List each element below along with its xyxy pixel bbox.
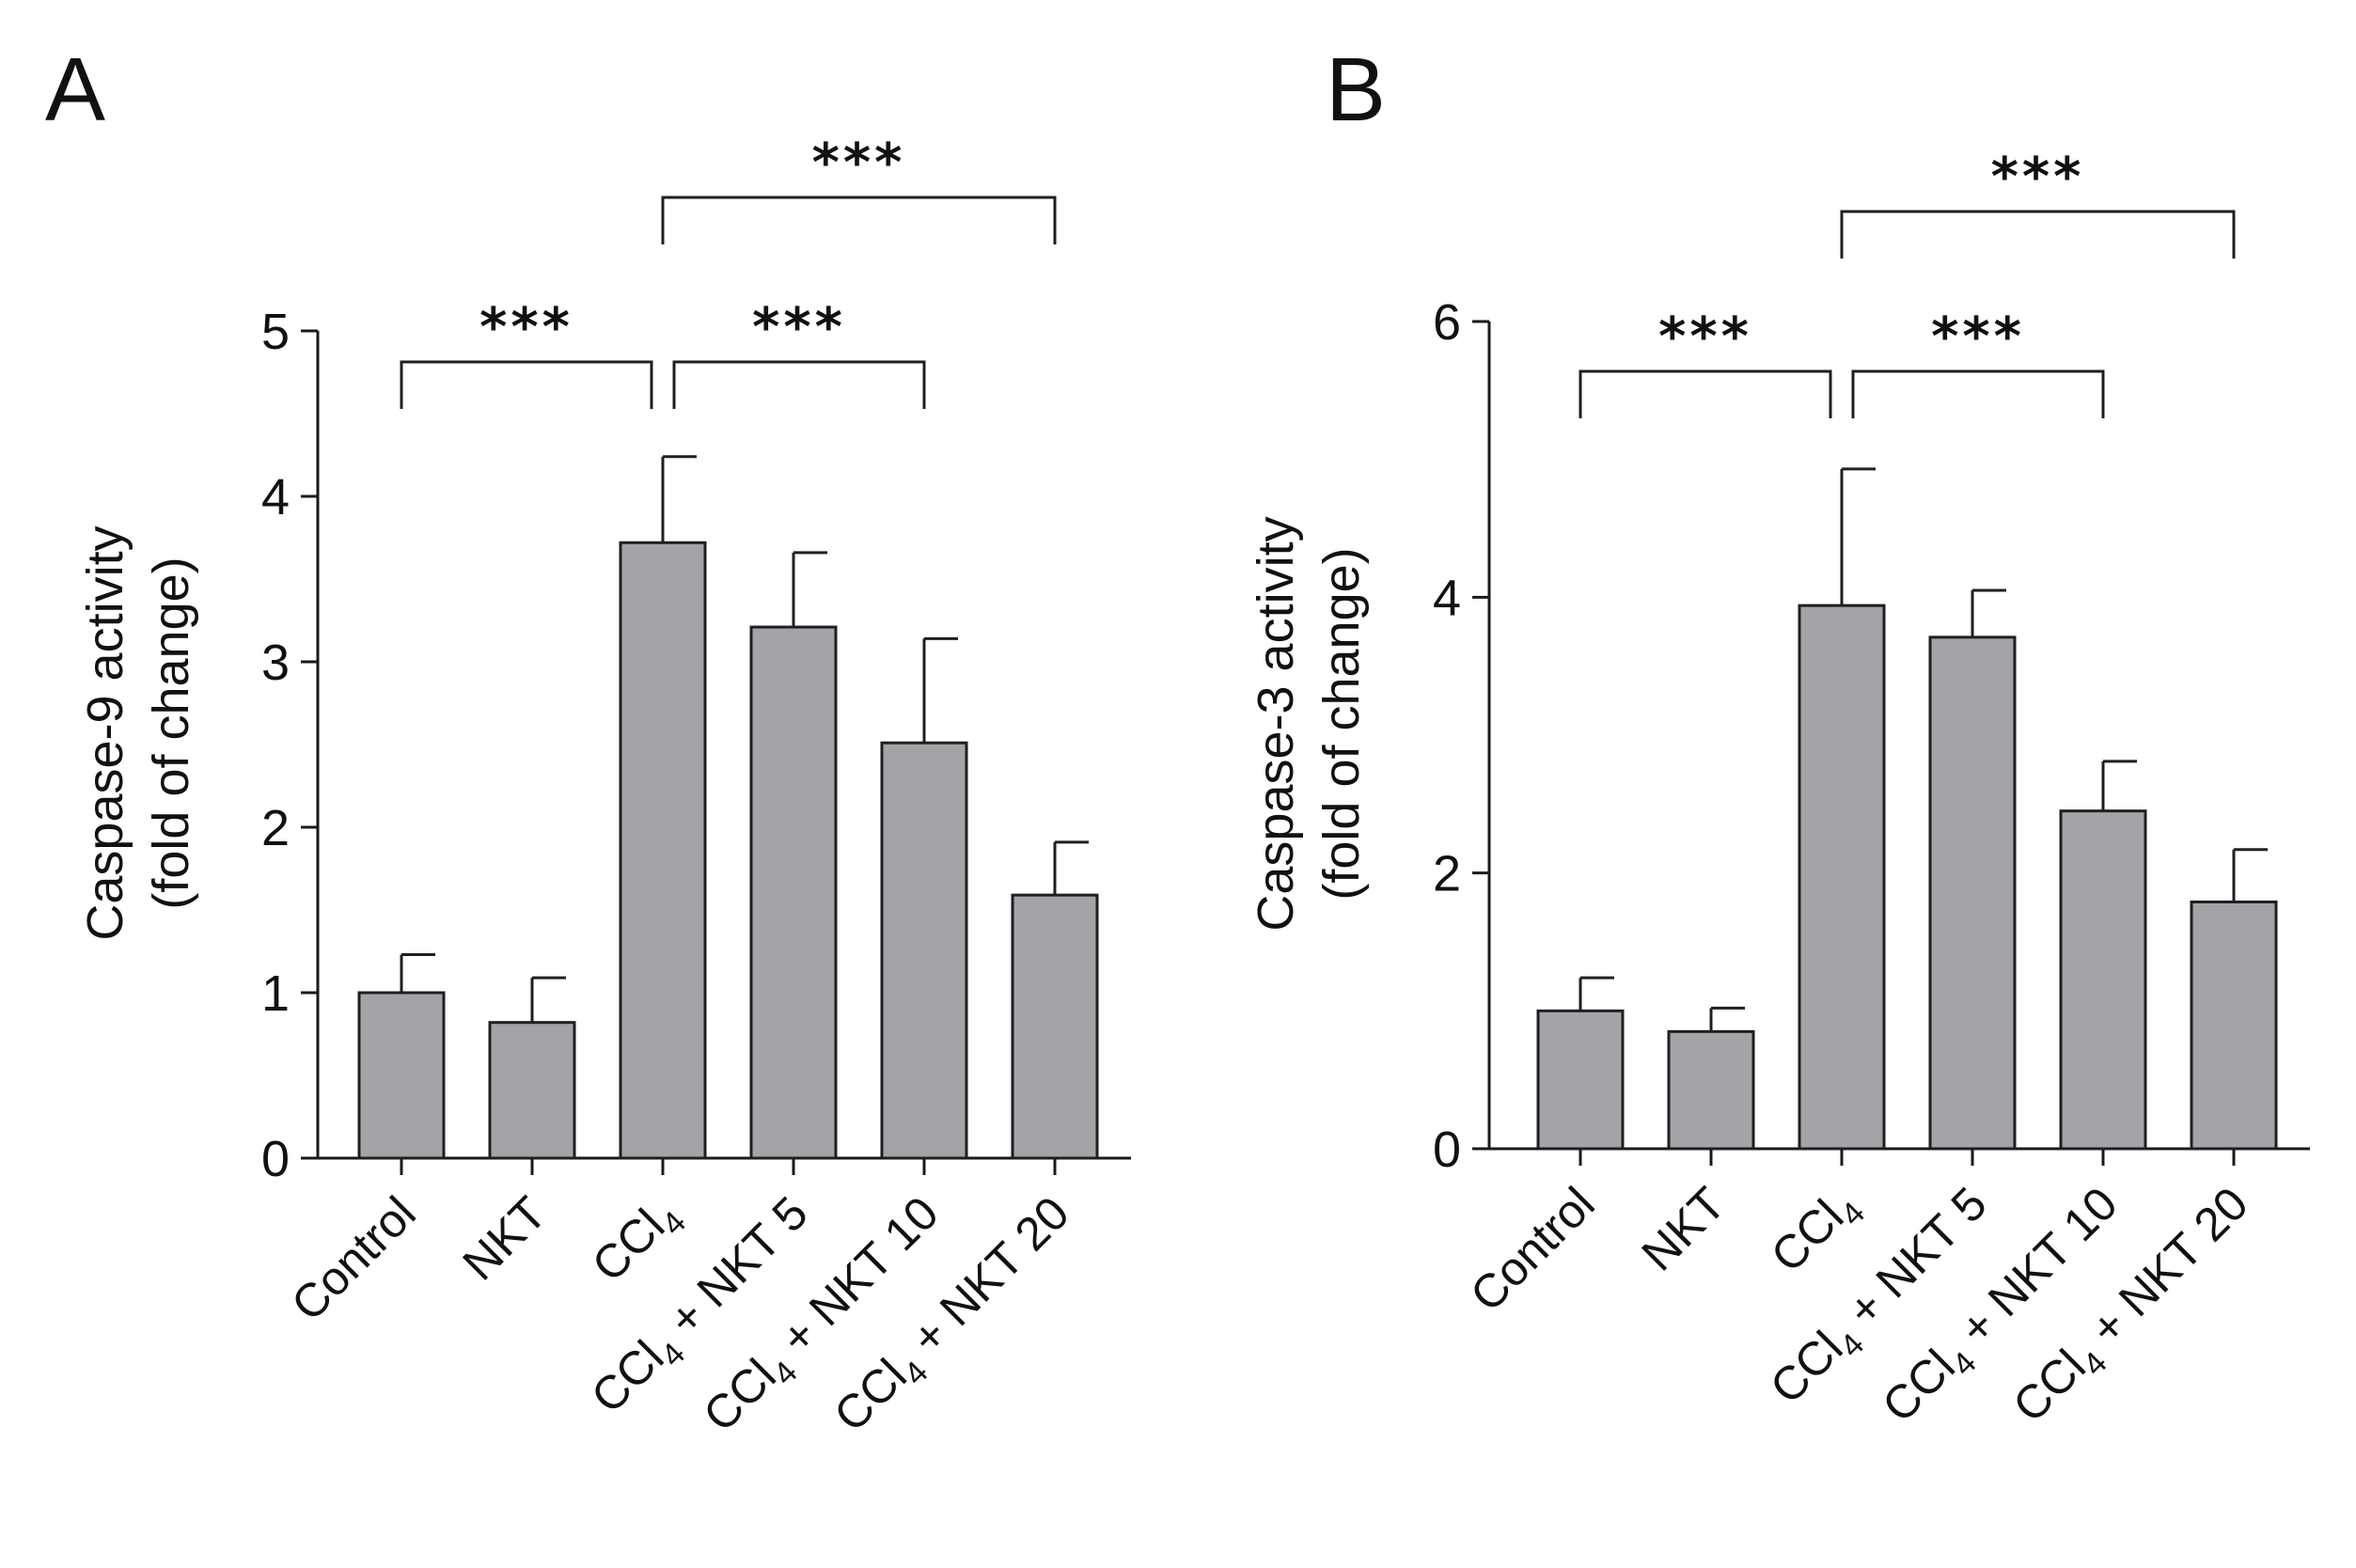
panel-a-category-label: CCl4 + NKT 20 (824, 1186, 1085, 1448)
panel-a-ytick-label: 4 (261, 469, 290, 525)
panel-b-ylabel: Caspase-3 activity (1248, 516, 1304, 931)
panel-a-ytick-label: 0 (261, 1131, 290, 1187)
panel-a-ytick-label: 5 (261, 304, 290, 360)
panel-b-category-label: CCl4 + NKT 20 (2003, 1177, 2264, 1438)
panel-b-ytick-label: 0 (1433, 1121, 1461, 1178)
panel-a-letter: A (45, 39, 105, 140)
panel-a-chart: A Caspase-9 activity (fold of change) 0 1 2 3 4… (45, 39, 1131, 1448)
panel-b-ytick-label: 6 (1433, 294, 1461, 351)
panel-a-ytick-label: 2 (261, 800, 290, 856)
panel-b-bar (1536, 1009, 1625, 1151)
panel-a-significance-label: *** (812, 133, 906, 194)
panel-b-bar (1928, 635, 2017, 1151)
panel-b-significance-bracket (1579, 369, 1832, 418)
panel-a-significance-bracket (661, 196, 1057, 244)
panel-b-bar (2190, 900, 2278, 1151)
panel-a-category-label: CCl4 (582, 1186, 693, 1297)
panel-a-bar (619, 541, 707, 1160)
panel-b-category-label: NKT (1631, 1177, 1735, 1280)
panel-a-category-label: Control (281, 1186, 426, 1331)
panel-b-bar (1798, 604, 1886, 1151)
panel-a-bar (357, 991, 446, 1160)
panel-a-significance-label: *** (479, 297, 573, 358)
panel-a-bar (880, 741, 968, 1160)
panel-a-bar (488, 1021, 576, 1160)
panel-a-significance-label: *** (752, 297, 846, 358)
panel-a-ylabel: Caspase-9 activity (77, 525, 134, 940)
panel-b-ylabel-units: (fold of change) (1313, 547, 1370, 900)
panel-b-ytick-label: 4 (1433, 570, 1461, 626)
panel-a-significance-bracket (672, 360, 926, 409)
panel-b-category-label: CCl4 (1761, 1177, 1872, 1288)
panel-a-significance-bracket (400, 360, 653, 409)
panel-a-ytick-label: 1 (261, 965, 290, 1022)
panel-b-significance-label: *** (1658, 306, 1752, 368)
panel-b-significance-bracket (1840, 210, 2236, 259)
panel-b-chart: B Caspase-3 activity (fold of change) 0 2 4 6 C… (1248, 39, 2310, 1438)
panel-a-bar (1011, 893, 1099, 1160)
panel-a-category-label: NKT (452, 1186, 556, 1290)
panel-a-ylabel-units: (fold of change) (143, 557, 199, 909)
panel-b-bar (2059, 809, 2147, 1151)
panel-b-ytick-label: 2 (1433, 846, 1461, 902)
panel-a-bar (749, 625, 838, 1160)
panel-b-bar (1667, 1029, 1755, 1151)
panel-b-letter: B (1326, 39, 1386, 140)
panel-b-significance-label: *** (1931, 306, 2025, 368)
panel-b-category-label: Control (1460, 1177, 1605, 1322)
panel-b-significance-bracket (1851, 369, 2105, 418)
panel-a-ytick-label: 3 (261, 635, 290, 691)
panel-b-significance-label: *** (1991, 147, 2085, 208)
